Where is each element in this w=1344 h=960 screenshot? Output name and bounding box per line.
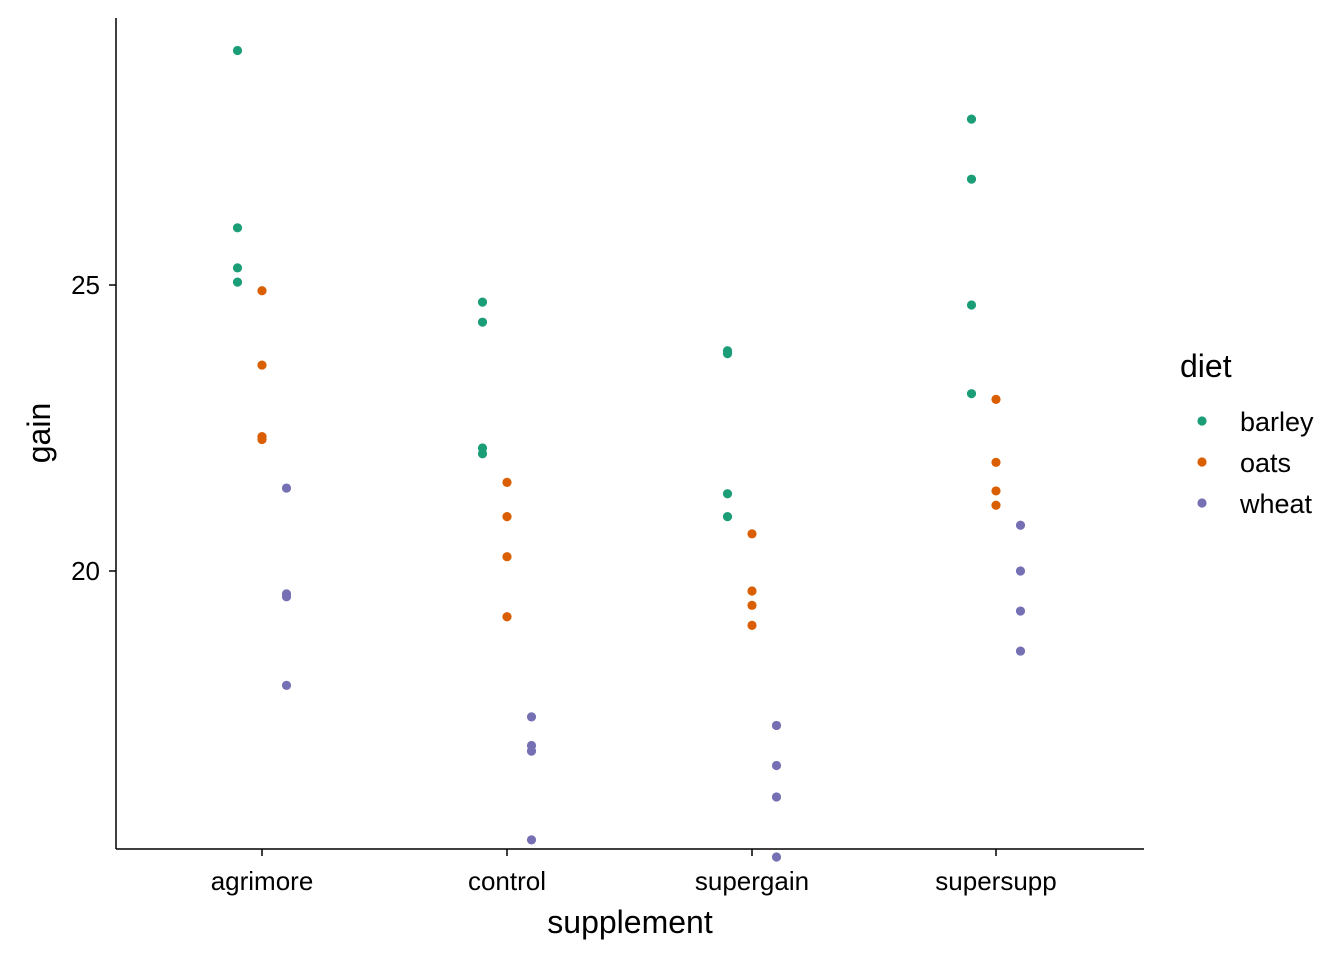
point-wheat xyxy=(281,680,292,691)
x-ticks: agrimore control supergain supersupp xyxy=(211,849,1057,896)
point-oats xyxy=(747,529,757,539)
point-barley xyxy=(966,389,977,399)
legend-key-wheat xyxy=(1197,498,1207,508)
point-wheat xyxy=(1015,606,1026,616)
legend-label-wheat: wheat xyxy=(1239,489,1313,519)
y-tick-label: 20 xyxy=(71,556,100,586)
legend-key-oats xyxy=(1197,457,1207,467)
point-barley xyxy=(966,114,977,124)
point-wheat xyxy=(771,720,782,731)
point-barley xyxy=(232,45,243,56)
point-oats xyxy=(502,612,512,622)
point-oats xyxy=(502,512,512,522)
point-wheat xyxy=(1015,520,1026,530)
point-barley xyxy=(232,263,243,273)
point-barley xyxy=(477,297,488,307)
point-oats xyxy=(502,477,512,487)
point-wheat xyxy=(1015,566,1026,576)
point-wheat xyxy=(771,792,782,802)
point-wheat xyxy=(771,852,782,862)
point-oats xyxy=(747,586,757,596)
point-barley xyxy=(477,317,488,327)
point-wheat xyxy=(281,592,292,602)
point-wheat xyxy=(526,746,537,756)
legend: diet barley oats wheat xyxy=(1180,348,1314,519)
point-wheat xyxy=(1015,646,1026,656)
point-oats xyxy=(991,394,1001,404)
point-wheat xyxy=(526,835,537,845)
point-barley xyxy=(722,489,733,499)
point-oats xyxy=(991,486,1001,496)
point-wheat xyxy=(771,760,782,771)
legend-items: barley oats wheat xyxy=(1197,407,1314,519)
x-tick-label: supergain xyxy=(695,866,809,896)
point-oats xyxy=(257,434,267,445)
x-tick-label: agrimore xyxy=(211,866,314,896)
point-barley xyxy=(966,300,977,310)
x-tick-label: control xyxy=(468,866,546,896)
point-oats xyxy=(747,600,757,610)
point-barley xyxy=(722,349,733,359)
legend-label-oats: oats xyxy=(1240,448,1291,478)
point-oats xyxy=(502,552,512,562)
point-barley xyxy=(722,512,733,522)
y-axis-title: gain xyxy=(21,403,57,464)
legend-label-barley: barley xyxy=(1240,407,1314,437)
point-oats xyxy=(747,620,757,630)
point-barley xyxy=(232,223,243,233)
y-tick-label: 25 xyxy=(71,270,100,300)
point-oats xyxy=(257,360,267,370)
point-oats xyxy=(991,500,1001,510)
legend-title: diet xyxy=(1180,348,1232,384)
point-wheat xyxy=(281,483,292,493)
legend-key-barley xyxy=(1197,416,1207,426)
point-wheat xyxy=(526,712,537,722)
x-axis-title: supplement xyxy=(547,904,713,940)
point-barley xyxy=(232,277,243,287)
point-barley xyxy=(966,174,977,184)
x-tick-label: supersupp xyxy=(935,866,1056,896)
point-barley xyxy=(477,449,488,459)
point-oats xyxy=(257,286,267,296)
point-oats xyxy=(991,457,1001,467)
points-layer xyxy=(232,45,1026,862)
